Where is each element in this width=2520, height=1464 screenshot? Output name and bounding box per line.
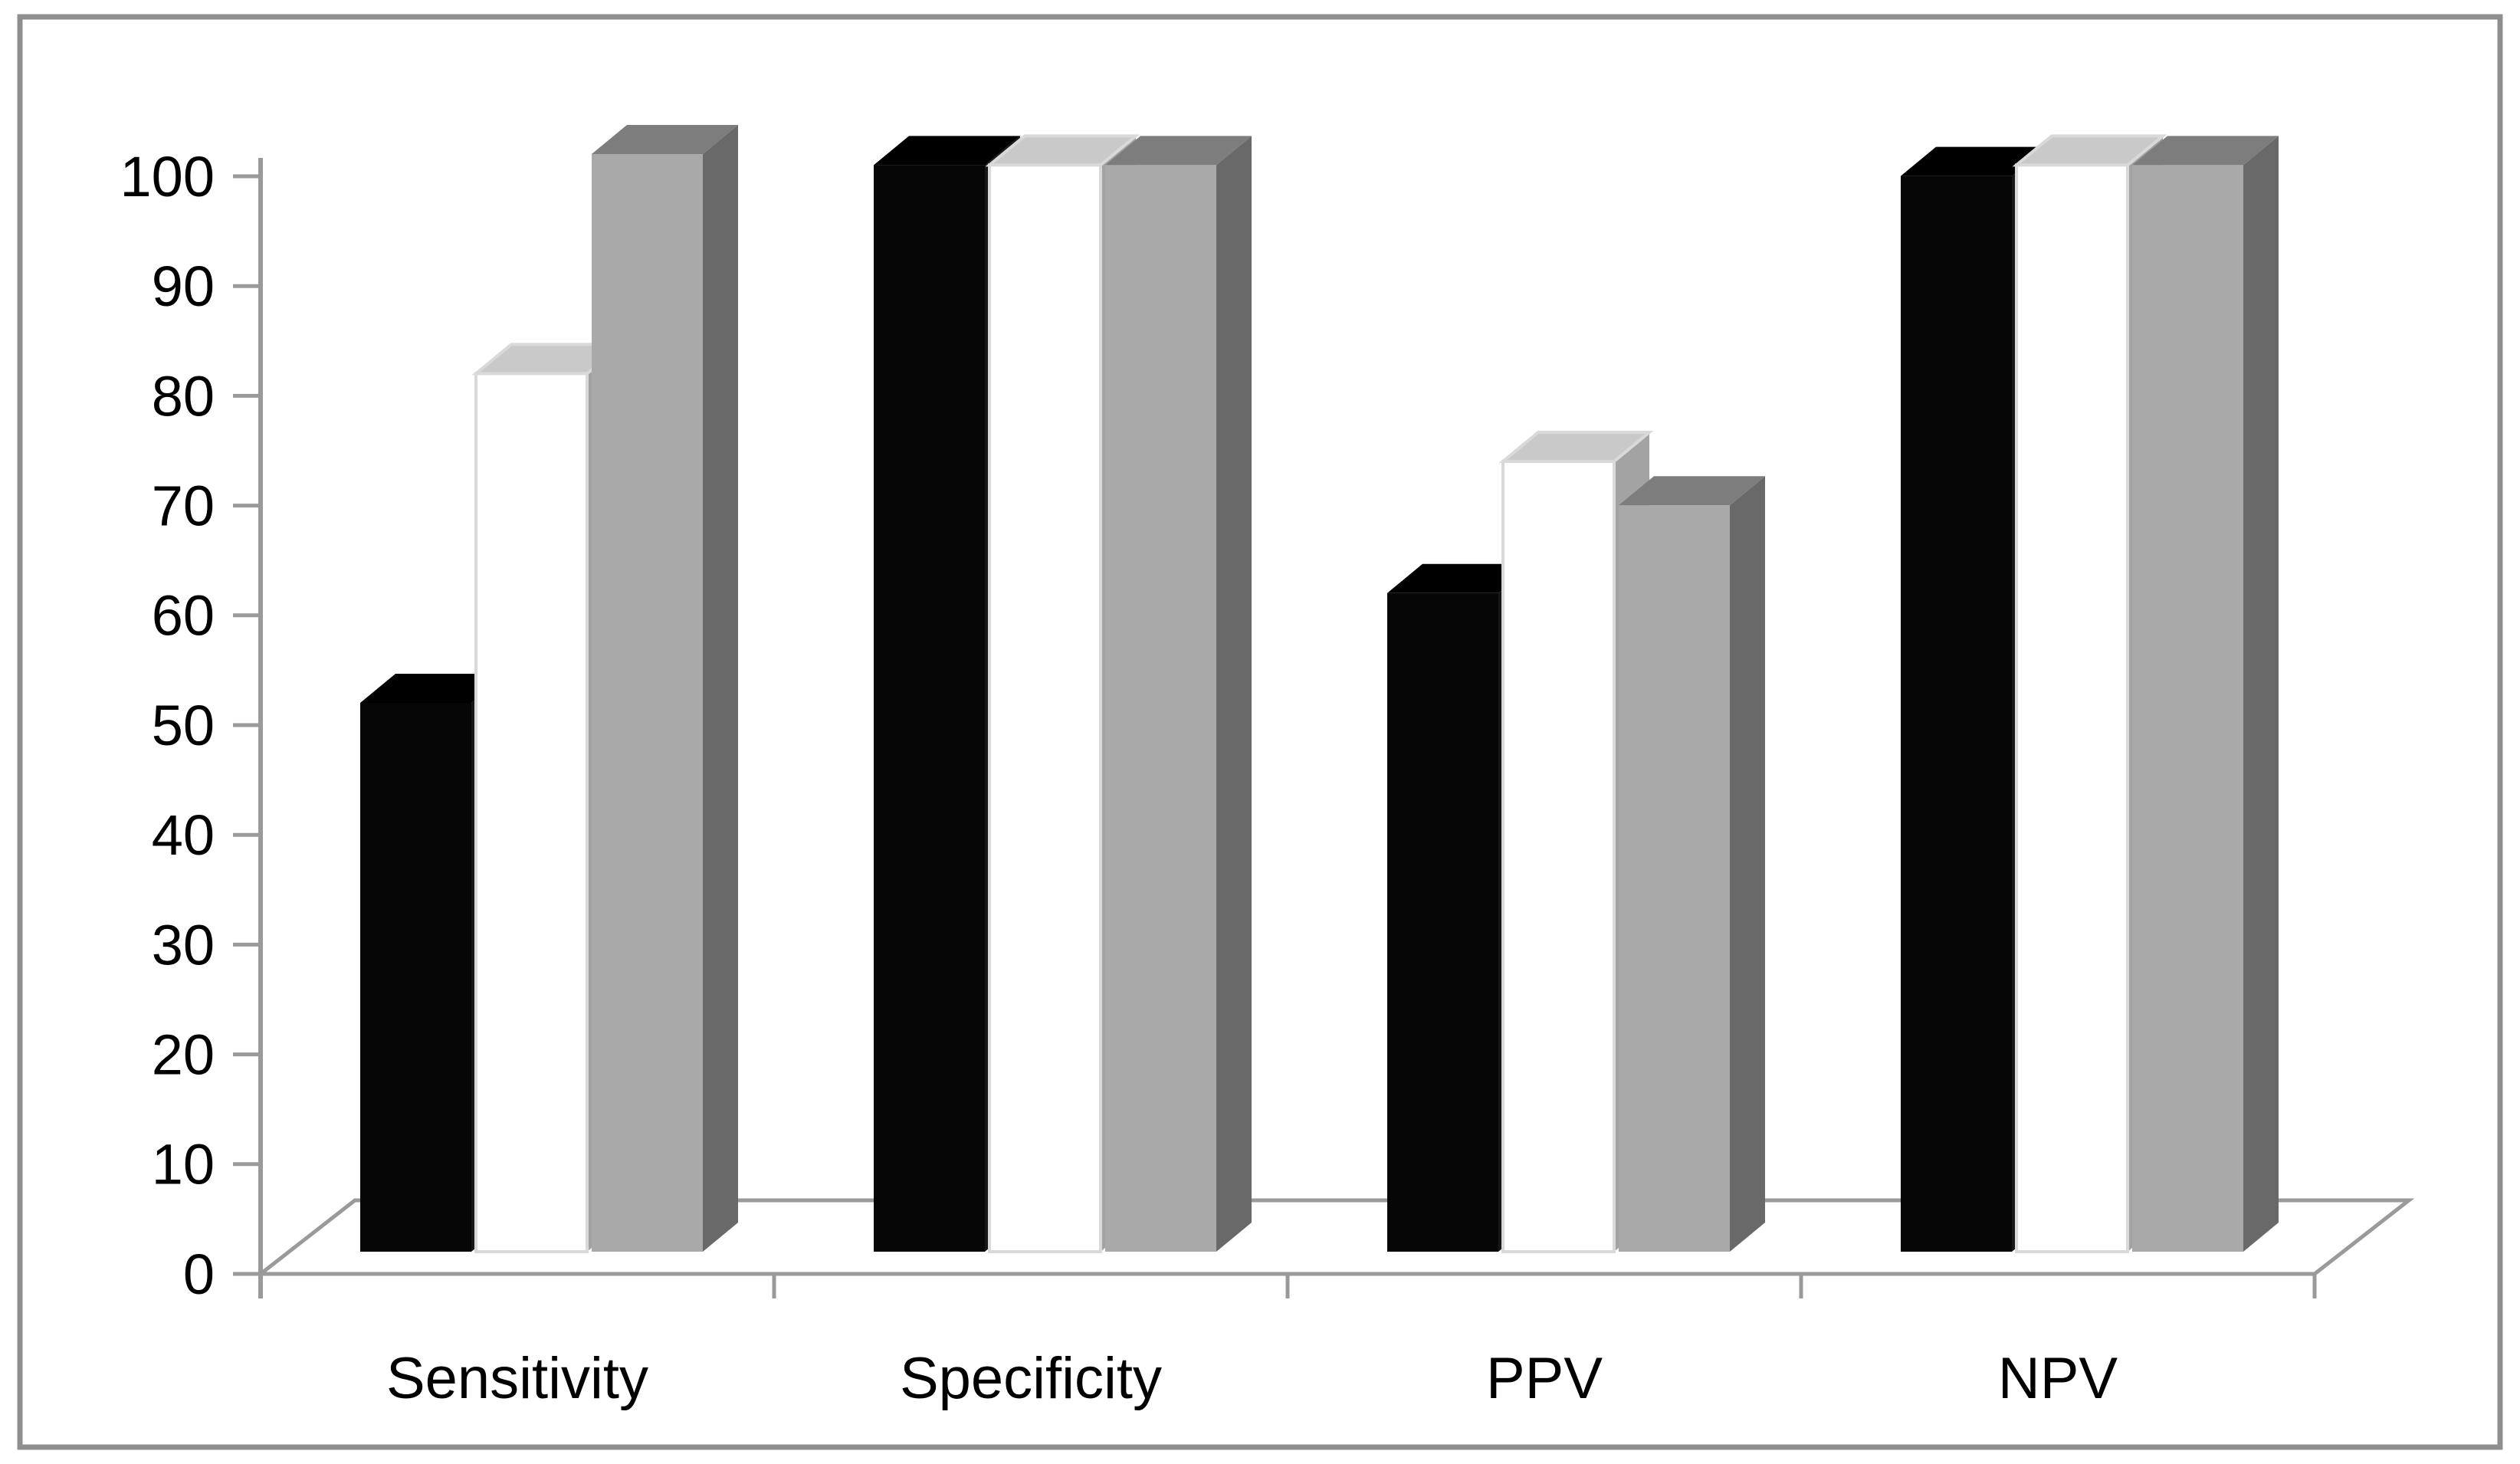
bar-npv-gray bbox=[2132, 165, 2243, 1252]
chart-floor bbox=[254, 1198, 2415, 1276]
bar-sensitivity-gray bbox=[592, 154, 703, 1252]
bar-npv-black bbox=[1901, 176, 2012, 1252]
bar-top-ppv-gray bbox=[1619, 476, 1765, 506]
bar-sensitivity-black bbox=[360, 703, 471, 1252]
y-tick-label: 0 bbox=[183, 1242, 215, 1306]
category-label-npv: NPV bbox=[1998, 1346, 2118, 1411]
bar-top-specificity-black bbox=[874, 136, 1020, 166]
bar-top-ppv-black bbox=[1387, 563, 1534, 593]
y-tick-label: 30 bbox=[152, 913, 215, 977]
bar-top-npv-gray bbox=[2132, 136, 2279, 166]
y-tick-label: 90 bbox=[152, 254, 215, 318]
category-label-specificity: Specificity bbox=[900, 1346, 1162, 1411]
y-tick-label: 50 bbox=[152, 694, 215, 757]
bar-top-sensitivity-gray bbox=[592, 125, 738, 154]
bar-side-specificity-gray bbox=[1216, 136, 1252, 1252]
bar-ppv-gray bbox=[1619, 505, 1730, 1252]
y-tick-label: 10 bbox=[152, 1133, 215, 1196]
category-label-ppv: PPV bbox=[1486, 1346, 1603, 1411]
figure-border bbox=[17, 14, 2503, 1450]
category-label-sensitivity: Sensitivity bbox=[386, 1346, 648, 1411]
bar-specificity-white bbox=[988, 163, 1102, 1254]
bar-npv-white bbox=[2015, 163, 2129, 1254]
y-tick-label: 20 bbox=[152, 1023, 215, 1087]
y-tick-label: 60 bbox=[152, 584, 215, 648]
y-tick-label: 80 bbox=[152, 364, 215, 428]
bar-top-npv-black bbox=[1901, 146, 2047, 176]
bar-top-specificity-gray bbox=[1105, 136, 1252, 166]
bar-ppv-white bbox=[1501, 459, 1616, 1254]
bar-specificity-black bbox=[874, 165, 985, 1252]
bar-ppv-black bbox=[1387, 592, 1498, 1252]
bar-specificity-gray bbox=[1105, 165, 1216, 1252]
y-tick-label: 70 bbox=[152, 474, 215, 538]
bar-side-sensitivity-gray bbox=[703, 125, 738, 1252]
bar-sensitivity-white bbox=[474, 372, 589, 1253]
y-tick-label: 100 bbox=[120, 145, 215, 208]
bar-top-sensitivity-black bbox=[360, 674, 507, 703]
y-tick-label: 40 bbox=[152, 803, 215, 867]
bar-side-npv-gray bbox=[2243, 136, 2279, 1252]
bar-side-ppv-gray bbox=[1730, 476, 1765, 1252]
